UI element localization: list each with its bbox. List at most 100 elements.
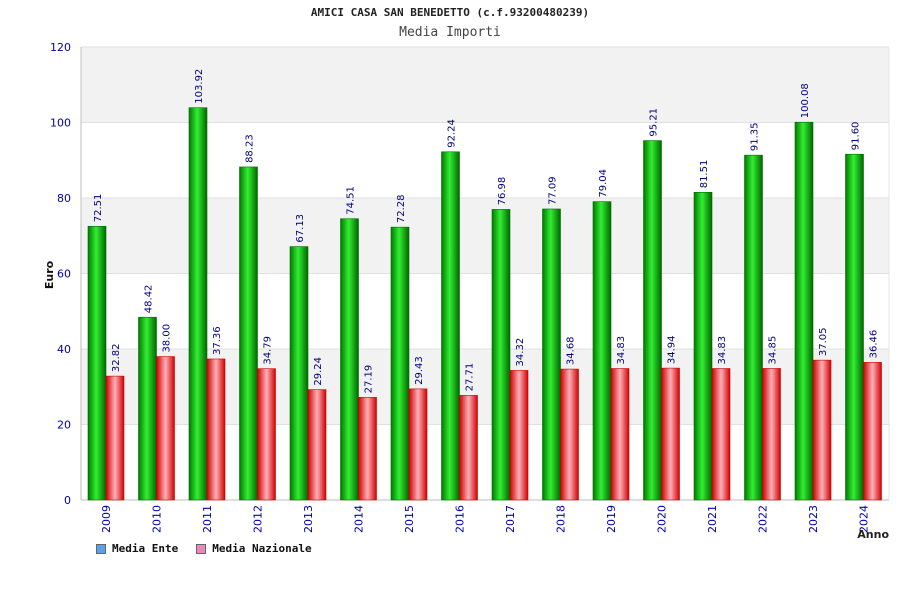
bar-media-ente xyxy=(289,246,309,501)
x-tick-label: 2013 xyxy=(302,505,315,533)
bar-media-ente xyxy=(239,166,258,501)
bar-media-nazionale xyxy=(206,358,226,501)
bar-media-ente xyxy=(845,153,864,501)
y-tick-labels: 0 20 40 60 80 100 120 xyxy=(50,41,71,507)
bar-media-nazionale xyxy=(408,388,428,501)
x-tick-label: 2015 xyxy=(403,505,416,533)
bar-media-nazionale xyxy=(863,362,882,501)
bars xyxy=(87,107,882,501)
bar-media-nazionale xyxy=(812,359,832,501)
data-label: 76.98 xyxy=(497,177,508,206)
data-label: 38.00 xyxy=(162,324,173,353)
bar-media-nazionale xyxy=(156,356,175,501)
y-tick-label: 40 xyxy=(57,343,71,356)
x-tick-label: 2024 xyxy=(858,505,871,533)
data-label: 36.46 xyxy=(869,330,880,359)
x-tick-label: 2012 xyxy=(252,505,265,533)
x-tick-labels: 2009 2010 2011 2012 2013 2014 2015 2016 2017 2018… xyxy=(100,505,871,533)
data-label: 92.24 xyxy=(447,119,458,148)
bar-media-nazionale xyxy=(257,368,276,501)
bar-media-nazionale xyxy=(610,368,630,501)
bar-media-ente xyxy=(441,151,460,501)
y-tick-label: 120 xyxy=(50,41,71,54)
y-tick-label: 80 xyxy=(57,192,71,205)
bar-media-nazionale xyxy=(560,368,579,501)
data-label: 100.08 xyxy=(800,83,811,118)
data-label: 67.13 xyxy=(295,214,306,243)
bar-media-nazionale xyxy=(762,368,781,501)
x-tick-label: 2016 xyxy=(454,505,467,533)
legend: Media Ente Media Nazionale xyxy=(96,542,312,555)
data-label: 95.21 xyxy=(649,108,660,137)
bar-media-ente xyxy=(542,208,561,501)
data-label: 34.83 xyxy=(616,336,627,365)
bar-media-ente xyxy=(794,121,814,501)
data-label: 34.32 xyxy=(515,338,526,367)
legend-item-media-ente: Media Ente xyxy=(96,542,178,555)
y-tick-label: 60 xyxy=(57,268,71,281)
legend-swatch xyxy=(196,543,207,554)
data-label: 27.71 xyxy=(465,363,476,392)
legend-item-media-nazionale: Media Nazionale xyxy=(196,542,312,555)
x-tick-label: 2018 xyxy=(555,505,568,533)
data-label: 29.24 xyxy=(313,357,324,386)
bar-media-ente xyxy=(592,201,612,501)
bar-media-ente xyxy=(340,218,359,501)
x-tick-label: 2014 xyxy=(353,505,366,533)
bar-media-nazionale xyxy=(358,397,377,501)
data-label: 37.36 xyxy=(212,326,223,355)
bar-media-ente xyxy=(744,154,763,501)
data-label: 79.04 xyxy=(598,169,609,198)
x-tick-label: 2020 xyxy=(656,505,669,533)
legend-label: Media Ente xyxy=(112,542,179,555)
data-label: 81.51 xyxy=(699,160,710,189)
data-label: 29.43 xyxy=(414,356,425,385)
bar-media-nazionale xyxy=(459,395,478,501)
data-label: 91.35 xyxy=(750,123,761,152)
bar-media-ente xyxy=(188,107,208,501)
grid-bands xyxy=(81,46,889,501)
legend-label: Media Nazionale xyxy=(212,542,312,555)
data-label: 34.94 xyxy=(667,335,678,364)
data-label: 72.28 xyxy=(396,195,407,224)
x-tick-label: 2009 xyxy=(100,505,113,533)
data-label: 77.09 xyxy=(548,176,559,205)
data-label: 27.19 xyxy=(364,365,375,394)
y-tick-label: 100 xyxy=(50,117,71,130)
data-label: 74.51 xyxy=(346,186,357,215)
legend-swatch xyxy=(96,543,106,554)
bar-media-ente xyxy=(390,226,410,501)
data-labels: 72.51 32.82 48.42 38.00 103.92 37.36 88.23 34.7… xyxy=(93,69,880,394)
data-label: 34.68 xyxy=(566,336,577,365)
y-tick-label: 0 xyxy=(64,494,71,507)
x-tick-label: 2011 xyxy=(201,505,214,533)
y-tick-label: 20 xyxy=(57,419,71,432)
data-label: 34.85 xyxy=(768,336,779,365)
bar-media-nazionale xyxy=(711,368,731,501)
data-label: 91.60 xyxy=(851,122,862,151)
bar-media-ente xyxy=(491,209,511,501)
data-label: 34.83 xyxy=(717,336,728,365)
bar-media-nazionale xyxy=(661,367,680,501)
x-tick-label: 2017 xyxy=(504,505,517,533)
data-label: 34.79 xyxy=(263,336,274,365)
bar-media-nazionale xyxy=(307,389,327,501)
bar-media-ente xyxy=(87,225,107,501)
x-axis-label: Anno xyxy=(857,528,889,541)
data-label: 37.05 xyxy=(818,327,829,356)
chart-title: AMICI CASA SAN BENEDETTO (c.f.9320048023… xyxy=(310,6,590,19)
y-axis-label: Euro xyxy=(43,260,56,289)
data-label: 88.23 xyxy=(245,134,256,163)
data-label: 103.92 xyxy=(194,69,205,104)
data-label: 72.51 xyxy=(93,194,104,223)
grid-band xyxy=(81,47,889,123)
x-tick-label: 2010 xyxy=(151,505,164,533)
x-tick-label: 2022 xyxy=(757,505,770,533)
chart-subtitle: Media Importi xyxy=(399,25,501,40)
data-label: 32.82 xyxy=(111,343,122,372)
bar-media-nazionale xyxy=(105,375,125,501)
bar-media-ente xyxy=(138,316,157,501)
bar-media-nazionale xyxy=(509,370,529,501)
data-label: 48.42 xyxy=(144,285,155,314)
